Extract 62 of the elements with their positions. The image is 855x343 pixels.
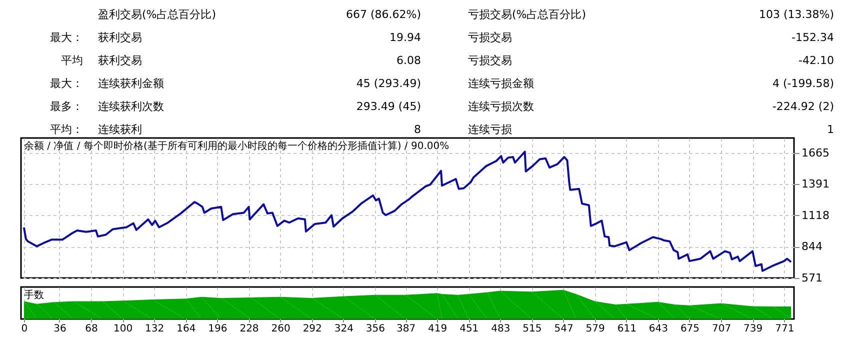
text: 6.08 — [396, 54, 421, 67]
x-tick-label: 36 — [54, 324, 66, 334]
text: 1 — [827, 123, 834, 136]
line-series — [22, 150, 792, 272]
x-tick-label: 196 — [208, 324, 228, 334]
text: 最大： — [50, 31, 83, 44]
y-tick-label: 1391 — [802, 178, 830, 191]
y-tick-label: 571 — [802, 272, 822, 284]
x-tick-label: 675 — [680, 324, 700, 334]
text: 19.94 — [390, 31, 421, 44]
text: 最多： — [50, 100, 83, 113]
text: 连续获利金额 — [98, 77, 164, 90]
x-tick-label: 260 — [271, 324, 290, 334]
x-tick-label: 611 — [617, 324, 636, 334]
text: 平均： — [50, 123, 83, 136]
x-tick-label: 356 — [366, 324, 386, 334]
text: 亏损交易(%占总百分比) — [468, 8, 586, 21]
text: 4 (-199.58) — [772, 77, 834, 90]
text: 盈利交易(%占总百分比) — [98, 8, 216, 21]
text: 667 (86.62%) — [346, 8, 421, 21]
text: 平均 — [61, 54, 83, 67]
text: 连续获利次数 — [98, 100, 164, 113]
x-tick-label: 387 — [396, 324, 416, 334]
x-tick-label: 419 — [428, 324, 448, 334]
x-tick-label: 68 — [85, 324, 98, 334]
x-tick-label: 739 — [744, 324, 763, 334]
text: 连续亏损 — [468, 123, 512, 136]
x-tick-label: 707 — [712, 324, 732, 334]
y-tick-label: 844 — [802, 240, 822, 254]
x-tick-label: 100 — [114, 324, 133, 334]
text: 连续获利 — [98, 123, 142, 136]
text: 8 — [414, 123, 421, 136]
x-tick-label: 228 — [240, 324, 259, 334]
text: 连续亏损次数 — [468, 100, 534, 113]
x-tick-label: 483 — [491, 324, 510, 334]
text: 103 (13.38%) — [758, 8, 834, 21]
x-tick-label: 515 — [522, 324, 542, 334]
x-tick-label: 643 — [648, 324, 668, 334]
text: -42.10 — [798, 54, 834, 67]
y-tick-label: 1118 — [802, 208, 830, 222]
x-tick-label: 164 — [176, 324, 196, 334]
chart-title: 手数 — [24, 289, 44, 301]
text: 获利交易 — [98, 54, 142, 67]
x-tick-label: 0 — [21, 324, 28, 334]
chart-title: 余额 / 净值 / 每个即时价格(基于所有可利用的最小时段的每一个价格的分形插值计算) / 90.00% — [24, 140, 450, 152]
text: 最大： — [50, 77, 83, 90]
text: 45 (293.49) — [356, 77, 421, 90]
x-tick-label: 132 — [145, 324, 164, 334]
text: -152.34 — [792, 31, 834, 44]
text: -224.92 (2) — [772, 100, 834, 113]
x-tick-label: 771 — [775, 324, 794, 334]
x-tick-label: 547 — [554, 324, 574, 334]
text: 亏损交易 — [468, 54, 512, 67]
x-tick-label: 324 — [334, 324, 354, 334]
y-tick-label: 1665 — [802, 146, 830, 160]
text: 连续亏损金额 — [468, 77, 534, 90]
x-tick-label: 579 — [586, 324, 605, 334]
x-tick-label: 451 — [460, 324, 479, 334]
text: 获利交易 — [98, 31, 142, 44]
text: 亏损交易 — [468, 31, 512, 44]
text: 293.49 (45) — [356, 100, 421, 113]
x-tick-label: 292 — [302, 324, 322, 334]
